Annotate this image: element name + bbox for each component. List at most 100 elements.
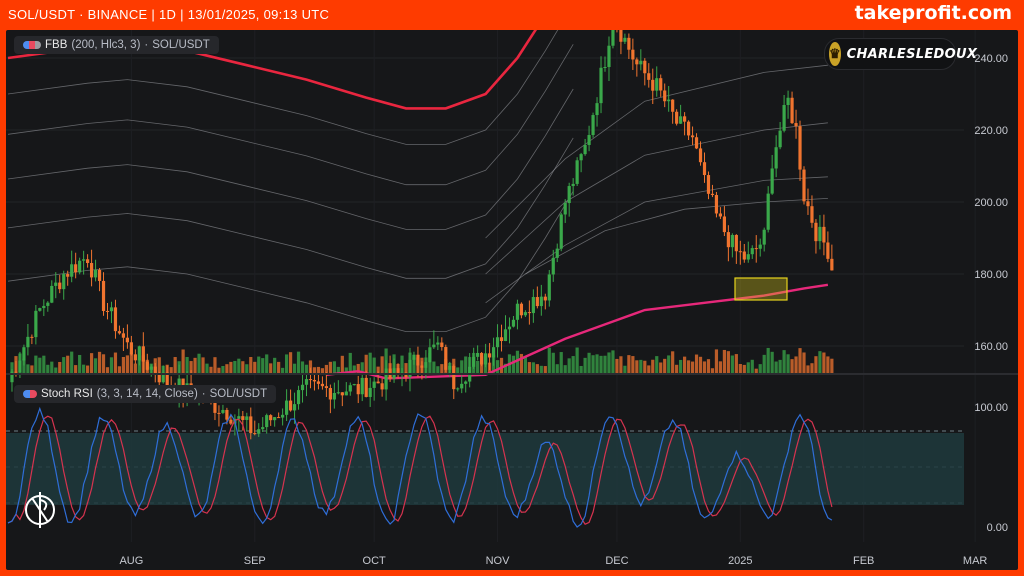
volume-bar [607, 352, 611, 373]
candle [607, 45, 611, 68]
volume-bar [495, 360, 500, 373]
candle [62, 274, 66, 290]
candle [304, 379, 309, 385]
volume-bar [774, 361, 778, 373]
candle [702, 162, 707, 176]
x-tick-label: AUG [119, 555, 143, 567]
volume-bar [667, 355, 671, 373]
candle [145, 361, 149, 370]
volume-bar [794, 356, 798, 373]
candle [249, 416, 253, 434]
volume-bar [169, 367, 173, 373]
volume-bar [316, 366, 321, 373]
y-axis: 160.00 180.00 200.00 220.00 240.00 0.00 100.00 [974, 53, 1008, 534]
candle [14, 371, 18, 373]
y-tick-label: 240.00 [974, 53, 1008, 65]
fib-band-line [7, 190, 574, 332]
candle [591, 115, 595, 136]
volume-bar [822, 352, 826, 373]
x-axis: AUG SEP OCT NOV DEC 2025 FEB MAR [119, 555, 987, 567]
candle [603, 67, 607, 69]
volume-bar [193, 357, 197, 373]
candle [722, 216, 726, 233]
candle [782, 105, 786, 131]
candle [261, 427, 265, 430]
fib-band-line [485, 64, 828, 239]
grid [6, 30, 976, 542]
volume-bar [336, 366, 340, 373]
support-zone [734, 277, 788, 301]
volume-bar [352, 365, 356, 373]
candle [22, 347, 26, 361]
candle [432, 344, 436, 348]
fbb-lower-line [326, 283, 829, 380]
chart-svg[interactable]: 160.00 180.00 200.00 220.00 240.00 0.00 100.00… [6, 30, 1018, 570]
candle [726, 232, 730, 248]
stoch-indicator-label[interactable]: Stoch RSI (3, 3, 14, 14, Close) · SOL/US… [14, 385, 277, 403]
candle [587, 135, 591, 145]
candle [671, 99, 675, 112]
watermark-logo [25, 492, 55, 528]
volume-bar [277, 361, 281, 373]
candle [686, 121, 691, 136]
candle [277, 417, 281, 419]
candle [340, 392, 344, 396]
x-tick-label: 2025 [728, 555, 752, 567]
fib-band-line [7, 137, 574, 279]
volume-bar [571, 356, 575, 373]
volume-bar [296, 351, 301, 373]
volume-bar [790, 359, 794, 373]
chart-frame[interactable]: 160.00 180.00 200.00 220.00 240.00 0.00 100.00… [6, 30, 1018, 570]
volume-bar [738, 364, 742, 373]
candle [519, 303, 524, 316]
author-badge[interactable]: ♛ CHARLESLEDOUX [824, 38, 977, 70]
volume-bar [683, 356, 687, 373]
candle [137, 346, 141, 361]
candle [165, 372, 169, 386]
candle [551, 257, 555, 275]
candle [424, 362, 428, 368]
volume-bar [515, 350, 520, 373]
volume-bar [647, 365, 651, 373]
fib-band-line [485, 176, 828, 304]
candle [810, 206, 814, 223]
eye-icon [23, 390, 37, 398]
volume-bar [372, 357, 376, 373]
volume-bar [663, 358, 667, 373]
volume-bar [428, 353, 432, 373]
candle [563, 203, 567, 215]
candle [786, 97, 790, 106]
candle [38, 308, 42, 311]
candle [635, 59, 639, 65]
volume-bar [762, 354, 766, 373]
osc-tick-label: 0.00 [987, 522, 1008, 534]
candle [766, 193, 770, 230]
candle [484, 353, 488, 365]
volume-bar [197, 353, 201, 373]
candle [332, 393, 336, 400]
candle [10, 371, 14, 383]
candle [655, 78, 659, 91]
volume-bar [476, 360, 480, 373]
candle [507, 326, 512, 330]
x-tick-label: SEP [244, 555, 266, 567]
candle [97, 269, 102, 281]
volume-bar [348, 352, 352, 373]
volume-bar [265, 354, 269, 373]
fbb-indicator-label[interactable]: FBB (200, Hlc3, 3) · SOL/USDT [14, 36, 219, 54]
candle [730, 234, 734, 248]
volume-bar [432, 361, 436, 373]
x-tick-label: MAR [963, 555, 988, 567]
brand-logo[interactable]: takeprofit.com [854, 2, 1012, 24]
candle [245, 416, 249, 420]
volume-bar [257, 356, 261, 373]
volume-bar [360, 362, 364, 373]
candle [420, 365, 424, 368]
volume-bar [34, 355, 38, 373]
volume-bar [89, 353, 94, 373]
volume-bar [734, 354, 738, 373]
candle [312, 379, 317, 382]
volume-bar [229, 361, 233, 373]
volume-bar [70, 351, 74, 373]
candle [18, 360, 22, 373]
